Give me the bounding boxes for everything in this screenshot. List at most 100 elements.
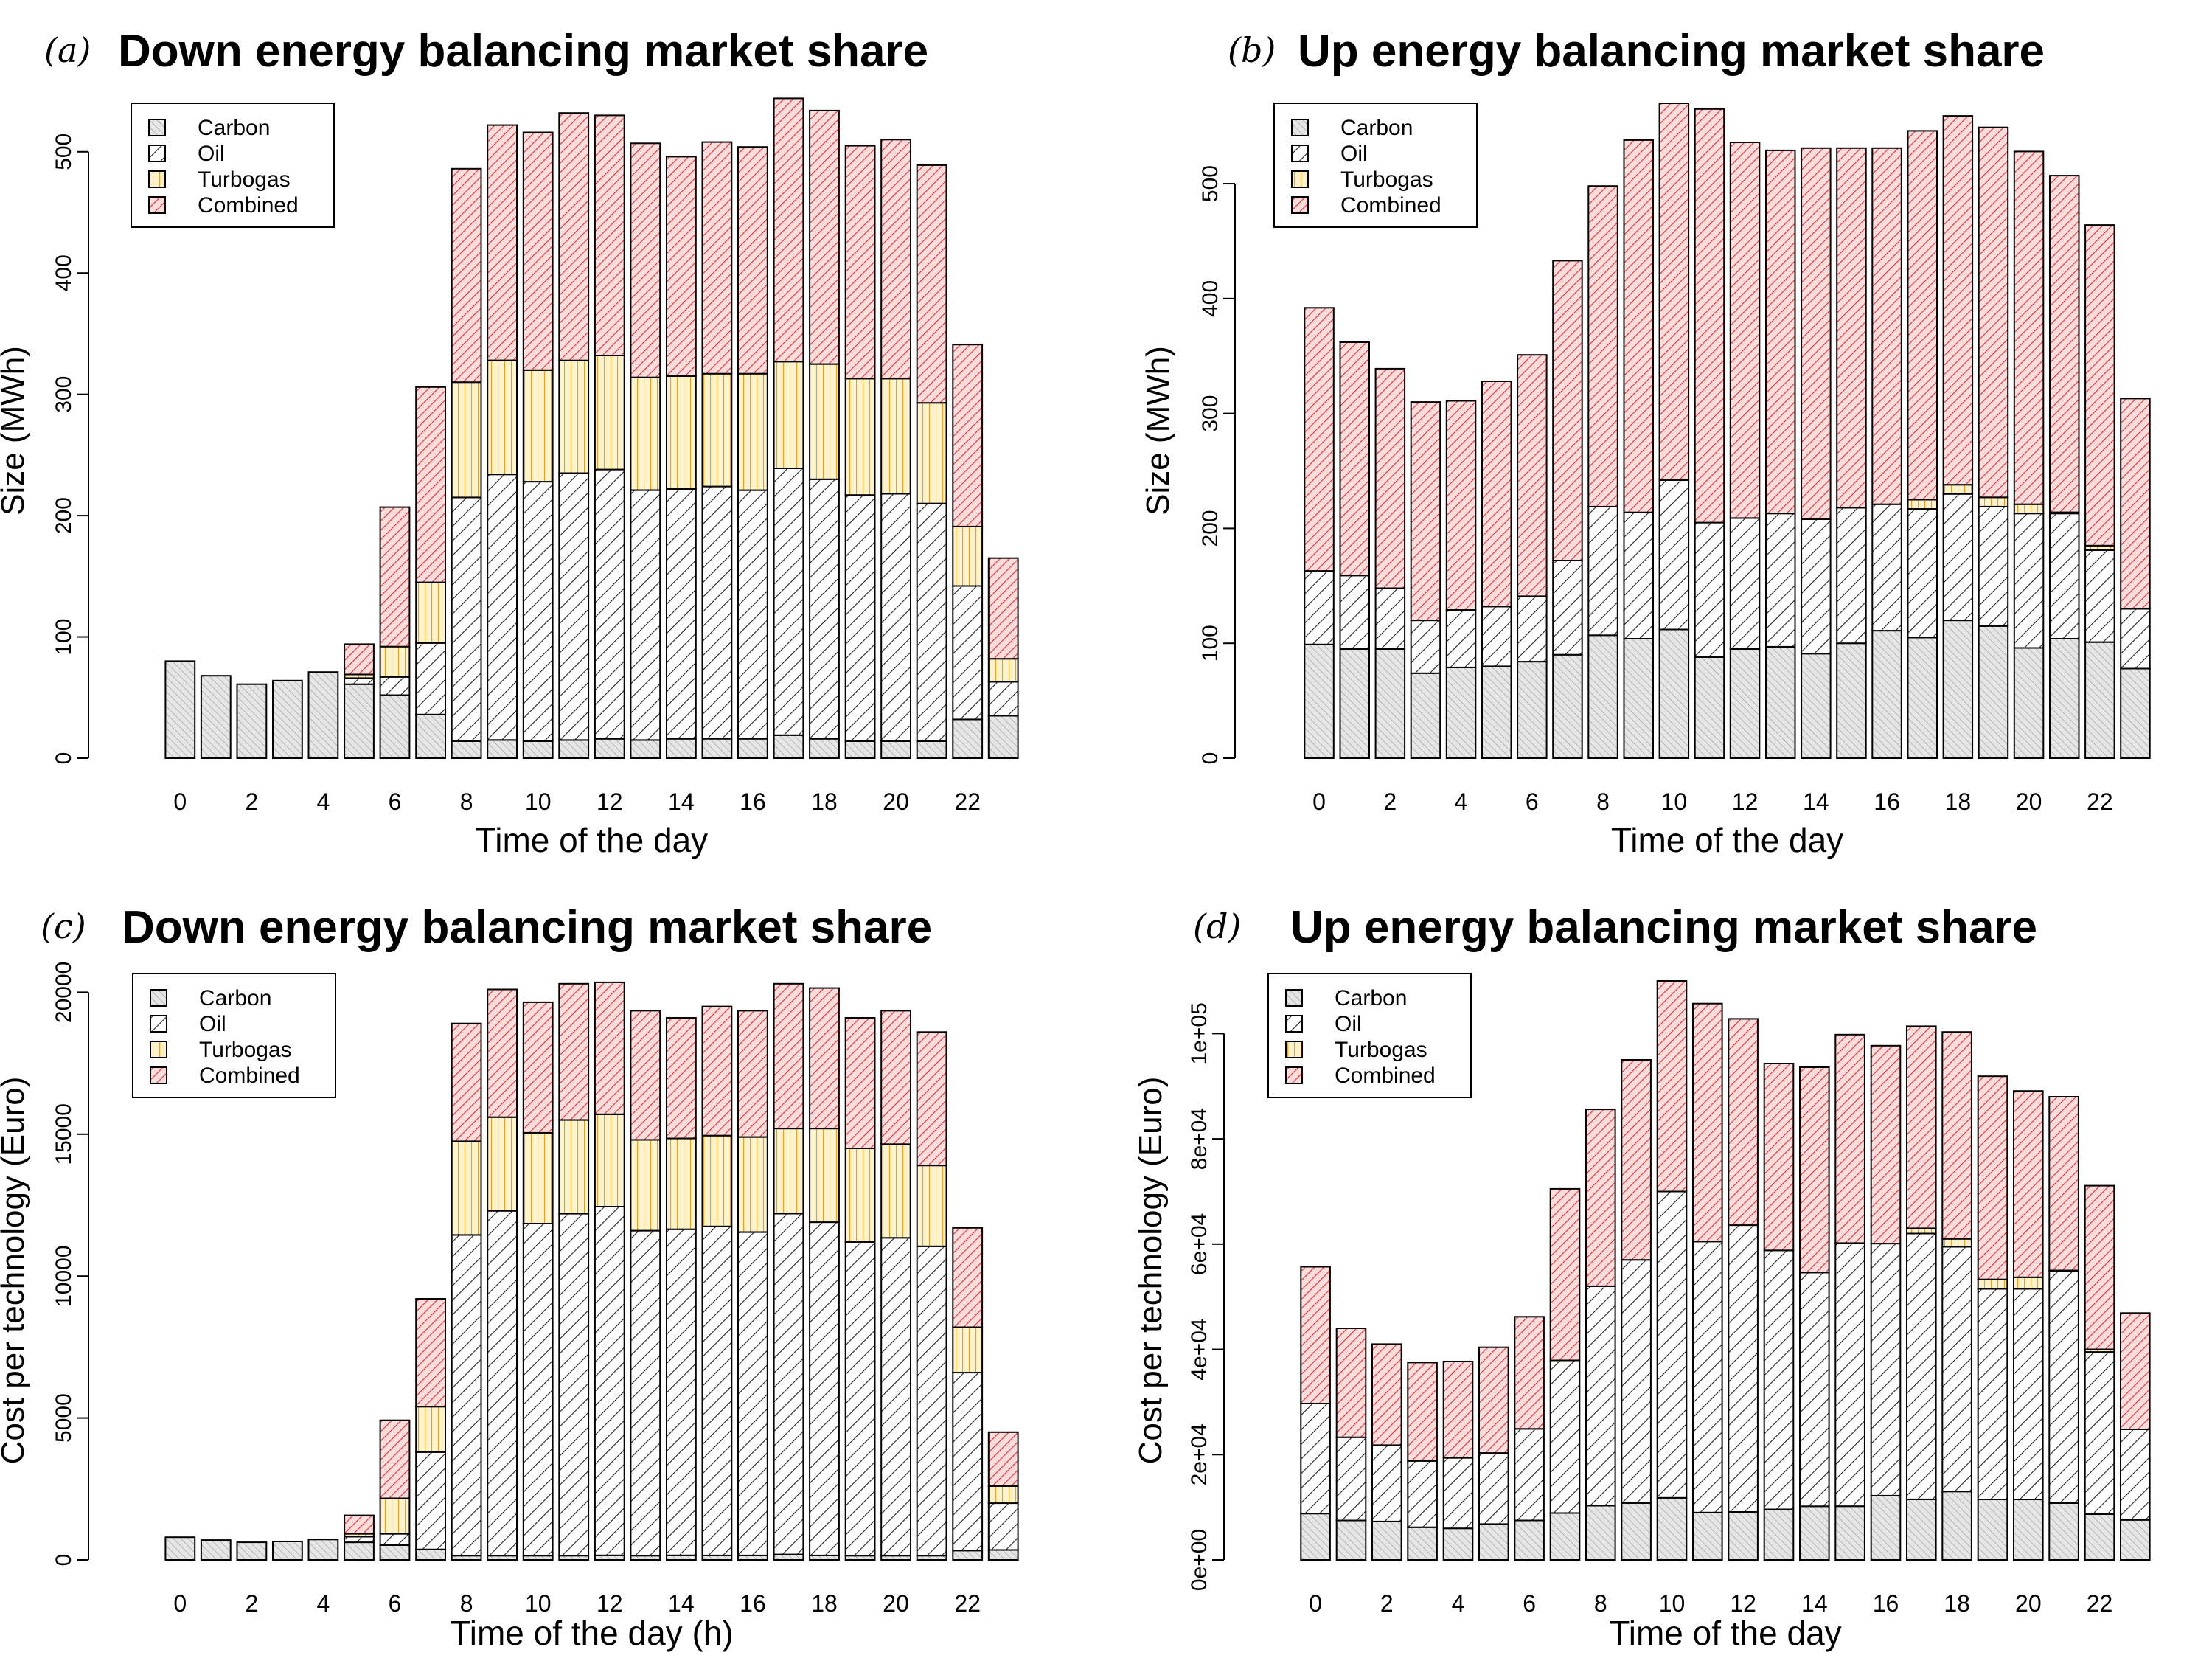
- y-tick-label: 300: [52, 376, 76, 413]
- x-tick-label: 8: [1594, 1590, 1607, 1617]
- bar-oil-hour-9: [1623, 511, 1654, 639]
- bar-combined-hour-13: [1765, 149, 1796, 515]
- bar-carbon-hour-3: [272, 1541, 303, 1561]
- bar-combined-hour-6: [379, 506, 411, 648]
- bar-oil-hour-19: [844, 494, 876, 742]
- bar-carbon-hour-4: [307, 1539, 339, 1561]
- x-tick-label: 22: [2087, 1590, 2113, 1617]
- x-tick-label: 20: [883, 1590, 909, 1617]
- bar-oil-hour-0: [1304, 570, 1335, 645]
- panel-tag: (b): [1228, 30, 1276, 70]
- chart-title: Up energy balancing market share: [1290, 902, 2037, 953]
- bar-oil-hour-10: [1658, 479, 1690, 631]
- bar-carbon-hour-9: [487, 739, 518, 759]
- bar-turbogas-hour-20: [2013, 503, 2045, 515]
- bar-carbon-hour-5: [1478, 1523, 1509, 1561]
- bar-combined-hour-18: [809, 109, 840, 365]
- y-tick-label: 20000: [52, 962, 76, 1023]
- bar-combined-hour-15: [701, 141, 733, 375]
- bar-turbogas-hour-7: [415, 581, 447, 644]
- bar-combined-hour-8: [451, 1022, 482, 1142]
- legend-label-oil: Oil: [199, 1012, 226, 1036]
- y-tick-label: 0: [52, 1554, 76, 1567]
- bar-stack-group: [1300, 980, 2151, 1561]
- bar-carbon-hour-23: [987, 1549, 1019, 1561]
- x-tick-label: 14: [1803, 788, 1829, 815]
- x-tick-label: 14: [1801, 1590, 1828, 1617]
- bar-oil-hour-12: [594, 468, 625, 740]
- bar-oil-hour-11: [1692, 1241, 1723, 1513]
- x-tick-label: 10: [525, 788, 552, 815]
- panel-tag: (c): [41, 906, 86, 946]
- bar-combined-hour-4: [1445, 400, 1477, 611]
- bar-oil-hour-16: [1870, 1243, 1902, 1496]
- bar-combined-hour-8: [451, 167, 482, 384]
- bar-combined-hour-17: [773, 97, 804, 363]
- bar-combined-hour-19: [844, 145, 876, 380]
- bar-combined-hour-10: [522, 131, 554, 371]
- y-axis: 0e+00 2e+04 4e+04 6e+04 8e+04 1e+05: [1187, 1002, 1225, 1591]
- bar-combined-hour-12: [594, 114, 625, 356]
- legend-swatch-turbogas: [148, 170, 166, 188]
- bar-combined-hour-5: [1481, 381, 1512, 608]
- bar-combined-hour-9: [487, 988, 518, 1118]
- bar-combined-hour-23: [987, 1431, 1019, 1487]
- panel-b-up-size: (b) Up energy balancing market share01002…: [1140, 26, 2151, 859]
- bar-carbon-hour-1: [200, 675, 232, 760]
- y-axis-label: Size (MWh): [0, 346, 31, 516]
- bar-oil-hour-23: [2120, 608, 2151, 670]
- bar-carbon-hour-5: [344, 683, 375, 760]
- bar-carbon-hour-15: [1836, 642, 1867, 760]
- x-tick-label: 22: [2087, 788, 2113, 815]
- y-axis: 0 5000 10000 15000 20000: [52, 962, 89, 1567]
- bar-turbogas-hour-15: [701, 372, 733, 488]
- x-tick-label: 12: [597, 788, 623, 815]
- legend-label-combined: Combined: [1335, 1064, 1436, 1088]
- chart-title: Down energy balancing market share: [122, 902, 932, 953]
- bar-carbon-hour-9: [1621, 1502, 1652, 1561]
- y-tick-label: 500: [1198, 165, 1222, 202]
- bar-oil-hour-18: [809, 478, 840, 740]
- bar-carbon-hour-2: [1371, 1520, 1402, 1561]
- bar-carbon-hour-6: [1514, 1519, 1545, 1561]
- x-axis-label: Time of the day: [1609, 1614, 1841, 1652]
- bar-carbon-hour-18: [1941, 1491, 1972, 1561]
- x-tick-label: 18: [811, 1590, 838, 1617]
- bar-oil-hour-3: [1410, 620, 1441, 674]
- bar-turbogas-hour-10: [522, 1131, 554, 1225]
- x-tick-label: 2: [245, 1590, 258, 1617]
- bar-oil-hour-10: [522, 481, 554, 742]
- bar-combined-hour-17: [1906, 1025, 1937, 1229]
- y-axis-label: Cost per technology (Euro): [0, 1077, 31, 1465]
- bar-combined-hour-23: [2120, 398, 2151, 610]
- legend-swatch-turbogas: [1291, 170, 1309, 188]
- x-tick-label: 16: [1874, 788, 1900, 815]
- bar-carbon-hour-14: [666, 738, 697, 760]
- bar-carbon-hour-1: [1339, 648, 1370, 759]
- bar-carbon-hour-17: [773, 1553, 804, 1561]
- legend-swatch-combined: [148, 196, 166, 214]
- bar-carbon-hour-0: [164, 660, 196, 760]
- bar-combined-hour-2: [1374, 367, 1406, 589]
- bar-turbogas-hour-22: [952, 1326, 984, 1374]
- bar-turbogas-hour-18: [1941, 1238, 1972, 1248]
- x-tick-label: 0: [173, 788, 187, 815]
- y-tick-label: 4e+04: [1187, 1318, 1211, 1380]
- x-tick-label: 20: [2016, 788, 2042, 815]
- bar-combined-hour-7: [1549, 1187, 1581, 1362]
- x-tick-label: 20: [2015, 1590, 2042, 1617]
- bar-combined-hour-7: [1552, 260, 1583, 561]
- bar-oil-hour-15: [701, 1225, 733, 1556]
- legend-label-carbon: Carbon: [199, 986, 271, 1010]
- legend-label-oil: Oil: [1335, 1012, 1362, 1036]
- bar-carbon-hour-6: [379, 694, 411, 759]
- bar-turbogas-hour-23: [987, 1485, 1019, 1505]
- bar-carbon-hour-21: [2048, 1502, 2079, 1561]
- bar-turbogas-hour-6: [379, 645, 411, 678]
- y-tick-label: 2e+04: [1187, 1423, 1211, 1485]
- bar-carbon-hour-8: [1587, 634, 1618, 759]
- bar-carbon-hour-8: [451, 740, 482, 759]
